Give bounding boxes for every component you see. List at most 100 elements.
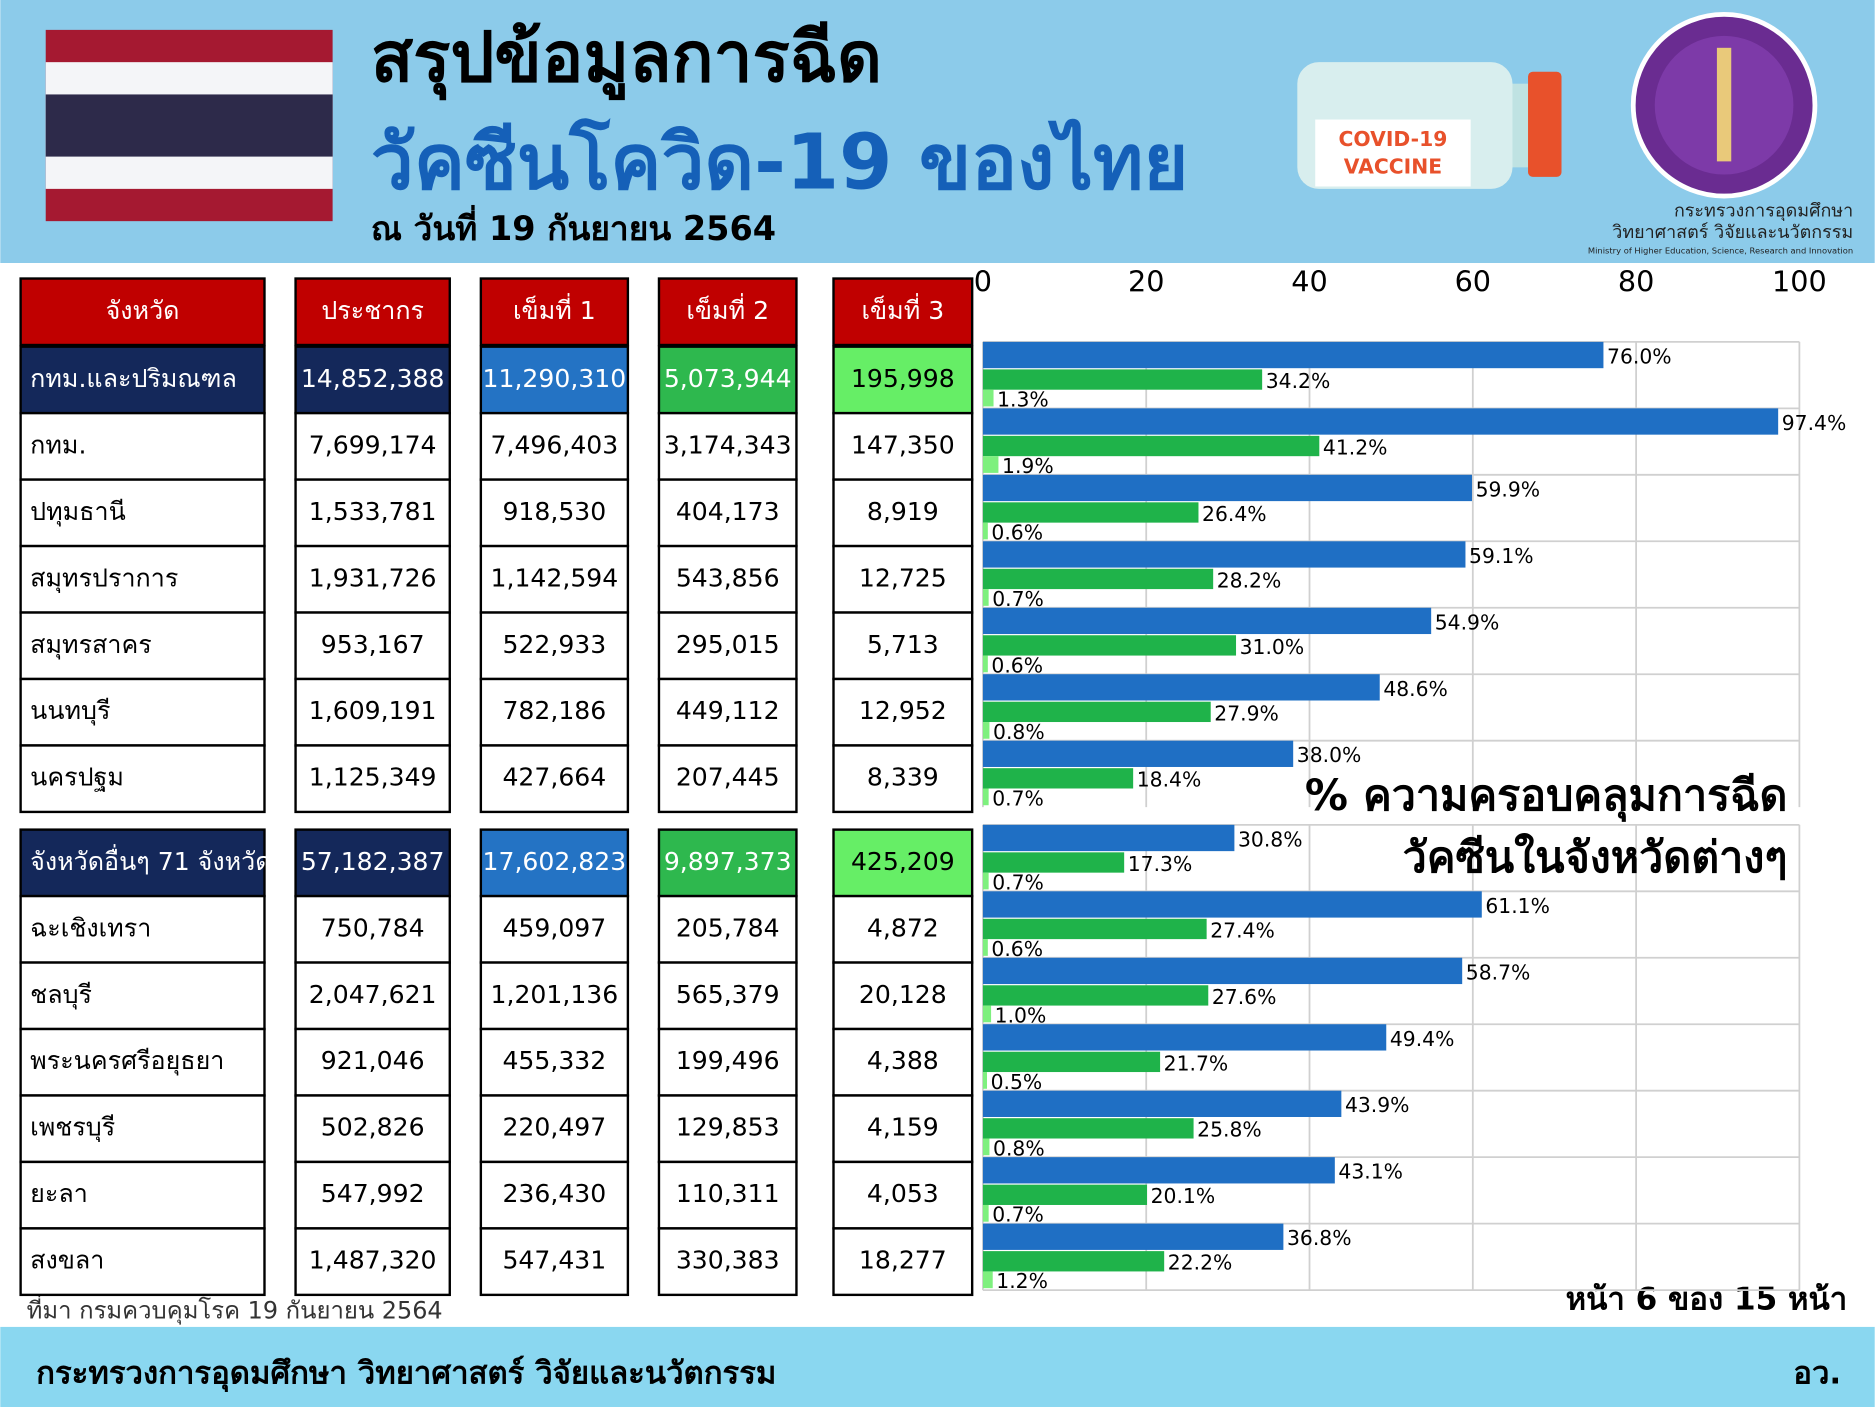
bar xyxy=(982,891,1482,918)
data-label: 38.0% xyxy=(1297,743,1362,767)
header-cell-text: เข็มที่ 2 xyxy=(686,293,769,325)
summary-cell-text: 11,290,310 xyxy=(483,364,627,393)
body-cell xyxy=(19,744,266,814)
summary-cell xyxy=(479,828,630,898)
source: ที่มา กรมควบคุมโรค 19 กันยายน 2564 xyxy=(27,1293,443,1324)
body-cell xyxy=(832,677,974,747)
ministry-name: วิทยาศาสตร์ วิจัยและนวัตกรรม xyxy=(1612,222,1853,243)
vaccine-label: VACCINE xyxy=(1344,154,1442,178)
summary-cell xyxy=(294,828,451,898)
body-cell-text: 4,872 xyxy=(867,913,939,942)
body-cell-text: 110,311 xyxy=(676,1179,780,1208)
bar xyxy=(982,474,1472,502)
chart: 0 20 40 60 80 100 76.0% 97.4% 59.9% 59.1% 54.9% 48.… xyxy=(974,264,1846,1293)
body-cell xyxy=(832,611,974,681)
body-cell-text: 199,496 xyxy=(676,1046,780,1075)
body-cell xyxy=(657,894,798,964)
subtitle: วัคซีนโควิด-19 ของไทย xyxy=(371,117,1188,207)
body-cell-text: 782,186 xyxy=(502,696,606,725)
data-label: 0.7% xyxy=(992,1203,1044,1227)
summary-cell-text: 17,602,823 xyxy=(483,847,627,876)
date: ณ วันที่ 19 กันยายน 2564 xyxy=(371,204,776,248)
x-tick-label: 100 xyxy=(1772,264,1827,298)
body-cell-text: 236,430 xyxy=(502,1179,606,1208)
data-label: 18.4% xyxy=(1137,768,1202,792)
header-cell-text: เข็มที่ 3 xyxy=(861,293,944,325)
body-cell xyxy=(657,961,798,1031)
body-cell-text: พระนครศรีอยุธยา xyxy=(30,1046,224,1076)
bar xyxy=(982,1223,1284,1250)
vaccine-icon xyxy=(1297,62,1562,189)
body-cell-text: 18,277 xyxy=(859,1246,947,1275)
body-cell xyxy=(19,894,266,964)
body-cell-text: 404,173 xyxy=(676,497,780,526)
body-cell-text: ยะลา xyxy=(30,1179,88,1208)
body-cell-text: นนทบุรี xyxy=(30,696,110,726)
body-cell-text: กทม. xyxy=(30,430,86,459)
summary-cell-text: 14,852,388 xyxy=(301,364,445,393)
bar xyxy=(982,824,1235,852)
bar xyxy=(982,768,1134,789)
body-cell-text: 1,609,191 xyxy=(309,696,437,725)
body-cell-text: 953,167 xyxy=(321,630,425,659)
body-cell-text: 750,784 xyxy=(321,913,425,942)
body-cell-text: 921,046 xyxy=(321,1046,425,1075)
bar xyxy=(982,456,999,473)
data-label: 54.9% xyxy=(1435,610,1500,634)
page-number: หน้า 6 ของ 15 หน้า xyxy=(1566,1282,1848,1318)
data-label: 22.2% xyxy=(1168,1251,1233,1275)
body-cell-text: 2,047,621 xyxy=(309,980,437,1009)
body-cell xyxy=(479,611,630,681)
body-cell-text: 547,992 xyxy=(321,1179,425,1208)
header-cell xyxy=(294,277,451,347)
body-cell-text: 455,332 xyxy=(502,1046,606,1075)
body-cell-text: 12,952 xyxy=(859,696,947,725)
data-label: 27.9% xyxy=(1214,701,1279,725)
bar xyxy=(982,589,989,606)
body-cell-text: 295,015 xyxy=(676,630,780,659)
data-label: 20.1% xyxy=(1151,1184,1216,1208)
bar xyxy=(982,1090,1342,1117)
data-label: 26.4% xyxy=(1202,502,1267,526)
bar xyxy=(982,939,988,956)
body-cell xyxy=(19,544,266,614)
body-cell-text: 502,826 xyxy=(321,1113,425,1142)
data-label: 1.0% xyxy=(995,1003,1047,1027)
data-label: 0.6% xyxy=(991,520,1043,544)
data-label: 17.3% xyxy=(1128,852,1193,876)
bar xyxy=(982,788,989,806)
bar xyxy=(982,502,1199,523)
body-cell-text: 1,931,726 xyxy=(309,563,437,592)
body-cell xyxy=(657,744,798,814)
body-cell xyxy=(19,1094,266,1164)
body-cell xyxy=(294,961,451,1031)
summary-cell-text: 57,182,387 xyxy=(301,847,445,876)
data-label: 31.0% xyxy=(1240,635,1305,659)
bar xyxy=(982,1118,1194,1139)
body-cell xyxy=(479,478,630,548)
footer-band xyxy=(0,1326,1875,1407)
x-tick-label: 0 xyxy=(974,264,992,298)
body-cell xyxy=(479,961,630,1031)
body-cell-text: 565,379 xyxy=(676,980,780,1009)
data-label: 27.4% xyxy=(1210,918,1275,942)
body-cell-text: 1,142,594 xyxy=(491,563,619,592)
bar xyxy=(982,985,1209,1006)
body-cell-text: 1,487,320 xyxy=(309,1246,437,1275)
data-label: 0.6% xyxy=(991,937,1043,961)
summary-cell xyxy=(294,345,451,415)
body-cell-text: 449,112 xyxy=(676,696,780,725)
body-cell-text: 427,664 xyxy=(502,763,606,792)
data-label: 41.2% xyxy=(1323,435,1388,459)
body-cell-text: ฉะเชิงเทรา xyxy=(30,913,151,942)
bar xyxy=(982,872,989,890)
body-cell-text: 459,097 xyxy=(502,913,606,942)
summary-cell xyxy=(832,828,974,898)
body-cell-text: 918,530 xyxy=(502,497,606,526)
data-label: 76.0% xyxy=(1607,344,1672,368)
data-label: 48.6% xyxy=(1383,677,1448,701)
bar xyxy=(982,1271,993,1289)
chart-title: % ความครอบคลุมการฉีด xyxy=(1305,771,1788,823)
data-label: 0.7% xyxy=(992,786,1044,810)
summary-cell-text: จังหวัดอื่นๆ 71 จังหวัด xyxy=(30,844,271,876)
